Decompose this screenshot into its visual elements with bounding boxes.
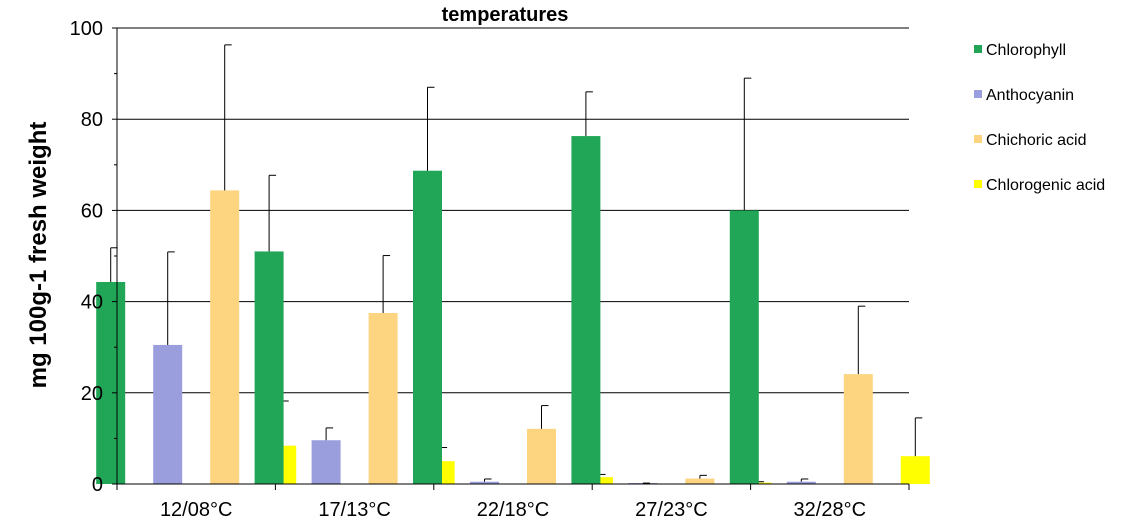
legend-swatch: [974, 180, 982, 188]
legend-swatch: [974, 135, 982, 143]
bar: [368, 313, 398, 484]
legend-label: Chichoric acid: [986, 132, 1086, 149]
y-tick-label: 40: [81, 292, 103, 314]
bar: [571, 136, 601, 484]
y-tick-label: 80: [81, 109, 103, 131]
legend-label: Anthocyanin: [986, 87, 1074, 104]
bar: [311, 440, 341, 484]
bar: [210, 190, 240, 484]
bar: [96, 281, 126, 484]
x-tick-label: 27/23°C: [635, 499, 708, 521]
y-axis-label: mg 100g-1 fresh weight: [25, 122, 52, 389]
bar: [843, 374, 873, 484]
x-tick-label: 17/13°C: [318, 499, 391, 521]
bar: [786, 481, 816, 484]
x-tick-label: 32/28°C: [794, 499, 867, 521]
chart-title: temperatures: [442, 4, 569, 26]
bar: [900, 456, 930, 484]
y-tick-label: 100: [70, 18, 103, 40]
bar: [254, 251, 284, 484]
x-tick-label: 22/18°C: [477, 499, 550, 521]
y-tick-label: 60: [81, 200, 103, 222]
bar: [527, 428, 556, 484]
bar: [685, 478, 715, 484]
axes: 0 20 40 60 80 100 12/08°C 17/13°C 22/18°C 27/23°C…: [70, 18, 910, 521]
legend-label: Chlorophyll: [986, 42, 1066, 59]
legend: Chlorophyll Anthocyanin Chichoric acid Chlo…: [974, 42, 1105, 194]
bar: [729, 210, 759, 484]
bar: [470, 481, 499, 484]
gridlines: [117, 27, 909, 394]
x-tick-label: 12/08°C: [160, 499, 233, 521]
bar: [153, 344, 183, 484]
bars: [96, 44, 930, 484]
bar: [413, 170, 442, 484]
legend-swatch: [974, 90, 982, 98]
y-tick-label: 0: [92, 474, 103, 496]
legend-swatch: [974, 45, 982, 53]
legend-label: Chlorogenic acid: [986, 177, 1105, 194]
y-tick-label: 20: [81, 383, 103, 405]
